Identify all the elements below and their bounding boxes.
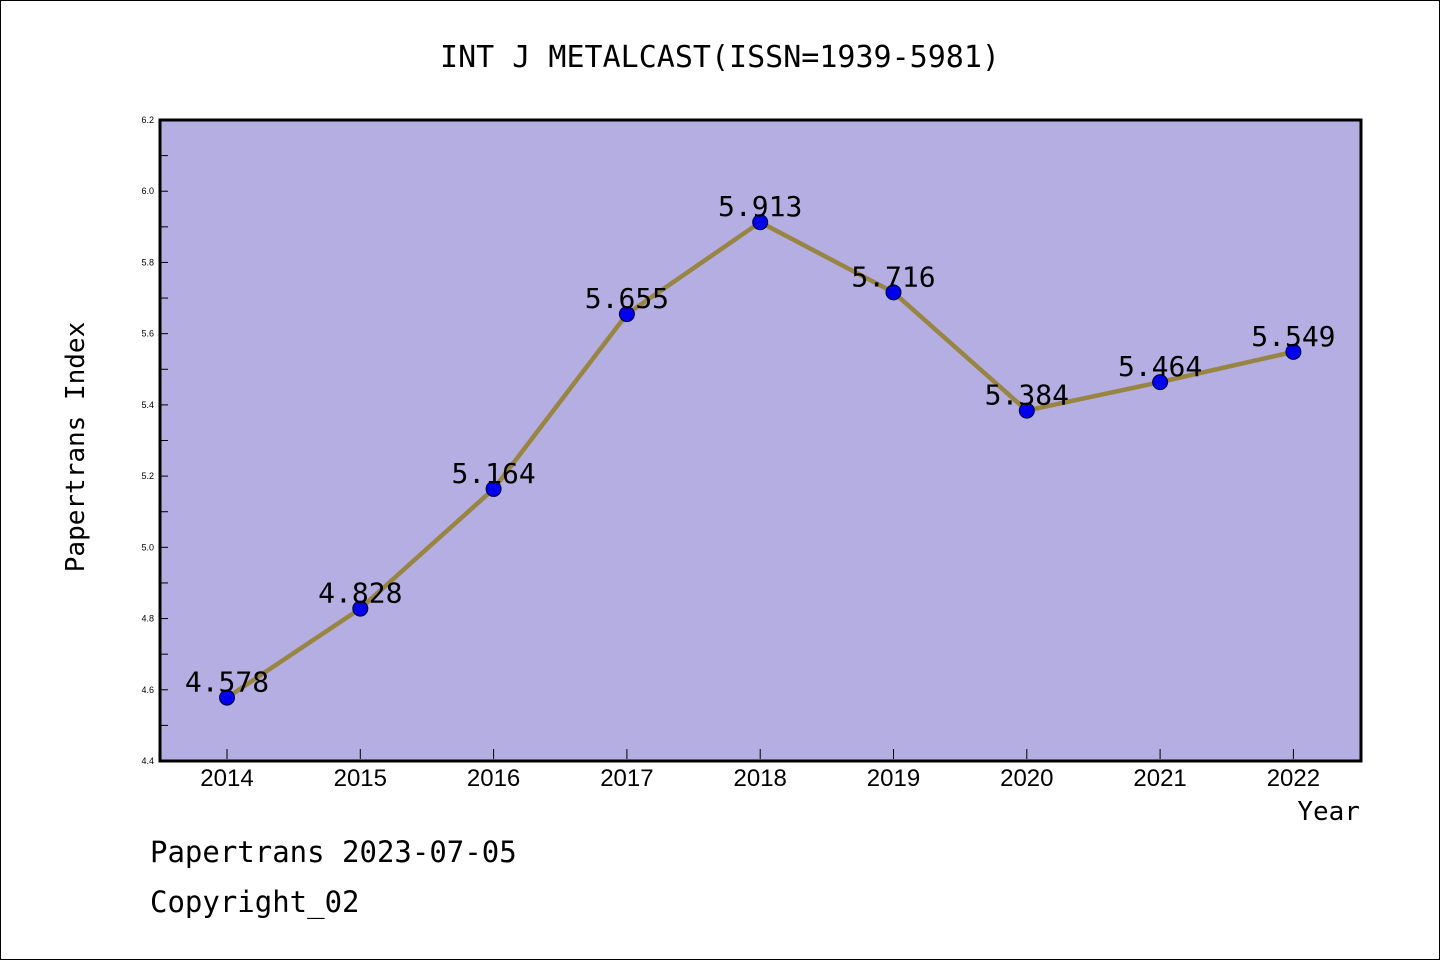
data-label: 5.464 — [1118, 350, 1202, 383]
y-tick-label: 5.4 — [141, 400, 154, 410]
data-label: 5.913 — [718, 190, 802, 223]
data-label: 5.164 — [451, 457, 535, 490]
data-point — [885, 284, 902, 301]
y-tick-label: 4.4 — [141, 756, 154, 766]
y-tick-label: 5.8 — [141, 257, 154, 267]
y-axis: 4.4 4.6 4.8 5.0 5.2 5.4 5.6 5.8 6.0 6.2 — [141, 115, 168, 766]
data-point — [1018, 402, 1035, 419]
y-tick-label: 5.0 — [141, 542, 154, 552]
chart-title: INT J METALCAST(ISSN=1939-5981) — [440, 40, 1000, 75]
y-tick-label: 5.6 — [141, 329, 154, 339]
series-papertrans-index: 4.578 4.828 5.164 5.655 5.913 5.716 5.384 5.464… — [185, 190, 1336, 706]
y-tick-label: 5.2 — [141, 471, 154, 481]
y-tick-label: 4.8 — [141, 614, 154, 624]
y-tick-label: 4.6 — [141, 685, 154, 695]
data-point — [352, 600, 369, 617]
x-tick-label: 2016 — [467, 765, 520, 792]
y-tick-label: 6.2 — [141, 115, 154, 125]
x-tick-label: 2022 — [1267, 765, 1320, 792]
data-point — [219, 689, 235, 706]
x-axis: 2014 2015 2016 2017 2018 2019 2020 2021 2022 — [200, 749, 1320, 792]
data-label: 5.716 — [851, 260, 935, 293]
x-tick-label: 2021 — [1133, 765, 1186, 792]
data-label: 5.655 — [585, 282, 669, 315]
footer-date: Papertrans 2023-07-05 — [150, 835, 517, 869]
y-tick-label: 6.0 — [141, 186, 154, 196]
x-axis-label: Year — [1297, 797, 1360, 827]
x-tick-label: 2015 — [334, 765, 387, 792]
data-point — [1285, 343, 1302, 360]
x-tick-label: 2020 — [1000, 765, 1053, 792]
data-point — [485, 480, 502, 497]
data-point — [1152, 374, 1169, 391]
data-label: 4.578 — [185, 666, 269, 699]
data-point — [752, 214, 769, 231]
data-label: 5.384 — [985, 379, 1069, 412]
data-label: 5.549 — [1251, 320, 1335, 353]
x-tick-label: 2014 — [200, 765, 253, 792]
x-tick-label: 2019 — [867, 765, 920, 792]
x-tick-label: 2017 — [600, 765, 653, 792]
y-axis-label: Papertrans Index — [61, 322, 91, 572]
data-point — [618, 306, 635, 323]
data-label: 4.828 — [318, 577, 402, 610]
footer-copyright: Copyright_02 — [150, 885, 360, 919]
x-tick-label: 2018 — [734, 765, 787, 792]
